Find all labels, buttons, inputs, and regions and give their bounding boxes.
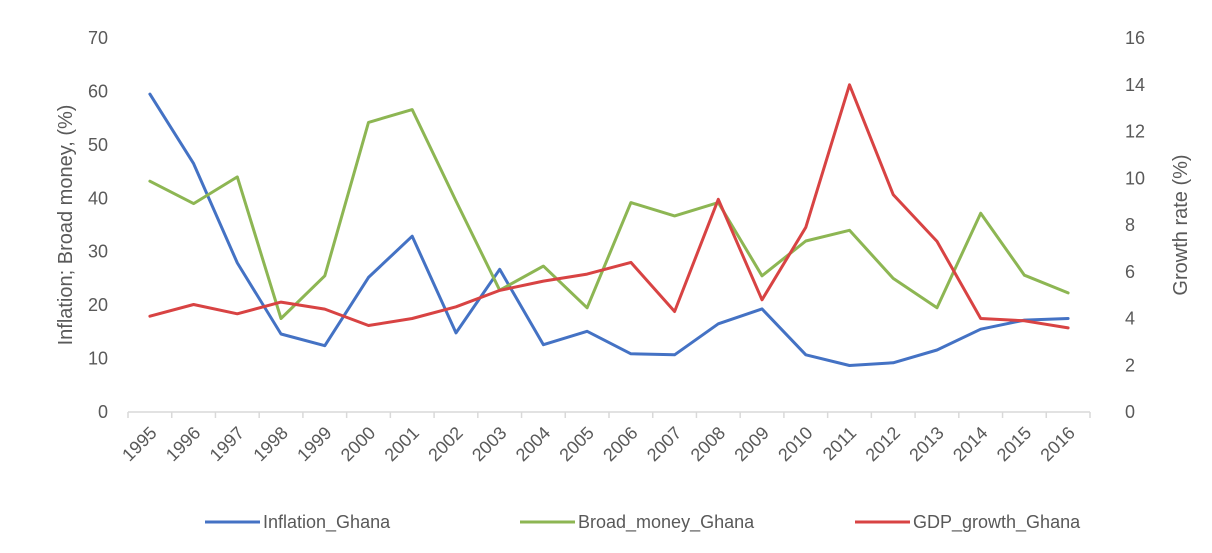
x-tick-label: 2007 xyxy=(643,423,685,465)
left-tick-label: 40 xyxy=(88,188,108,208)
right-axis-title: Growth rate (%) xyxy=(1170,154,1192,295)
x-tick-label: 2012 xyxy=(862,423,904,465)
left-tick-label: 0 xyxy=(98,402,108,422)
legend: Inflation_Ghana Broad_money_Ghana GDP_grow… xyxy=(205,512,1081,533)
x-tick-label: 2005 xyxy=(556,423,598,465)
x-tick-label: 2010 xyxy=(774,423,816,465)
x-tick-label: 2016 xyxy=(1037,423,1079,465)
left-tick-label: 30 xyxy=(88,242,108,262)
x-tick-label: 1996 xyxy=(162,423,204,465)
right-tick-label: 2 xyxy=(1125,355,1135,375)
x-tick-label: 2009 xyxy=(730,423,772,465)
right-tick-label: 10 xyxy=(1125,168,1145,188)
left-tick-label: 60 xyxy=(88,81,108,101)
x-tick-label: 1999 xyxy=(293,423,335,465)
x-tick-label: 2000 xyxy=(337,423,379,465)
left-tick-label: 20 xyxy=(88,295,108,315)
right-tick-label: 0 xyxy=(1125,402,1135,422)
x-tick-label: 2015 xyxy=(993,423,1035,465)
left-axis-title: Inflation; Broad money, (%) xyxy=(55,105,77,346)
legend-label: Broad_money_Ghana xyxy=(578,512,755,533)
right-axis-ticks: 0 2 4 6 8 10 12 14 16 xyxy=(1125,28,1145,422)
x-tick-label: 2006 xyxy=(599,423,641,465)
x-tick-label: 1998 xyxy=(249,423,291,465)
left-tick-label: 50 xyxy=(88,135,108,155)
x-tick-label: 2013 xyxy=(905,423,947,465)
x-tick-label: 2008 xyxy=(687,423,729,465)
x-tick-label: 2004 xyxy=(512,423,554,465)
right-tick-label: 16 xyxy=(1125,28,1145,48)
legend-label: GDP_growth_Ghana xyxy=(913,512,1081,533)
x-tick-label: 2014 xyxy=(949,423,991,465)
x-tick-label: 2011 xyxy=(819,423,861,465)
x-tick-label: 1995 xyxy=(118,423,160,465)
x-tick-label: 2003 xyxy=(468,423,510,465)
x-tick-label: 2001 xyxy=(381,423,423,465)
left-tick-label: 70 xyxy=(88,28,108,48)
left-axis-ticks: 0 10 20 30 40 50 60 70 xyxy=(88,28,108,422)
series-lines xyxy=(148,83,1070,367)
x-axis-ticks: 1995 1996 1997 1998 1999 2000 2001 2002 2003 2004… xyxy=(118,412,1091,465)
x-tick-label: 2002 xyxy=(424,423,466,465)
right-tick-label: 14 xyxy=(1125,75,1145,95)
right-tick-label: 6 xyxy=(1125,262,1135,282)
x-tick-label: 1997 xyxy=(206,423,248,465)
right-tick-label: 4 xyxy=(1125,309,1135,329)
right-tick-label: 8 xyxy=(1125,215,1135,235)
left-tick-label: 10 xyxy=(88,349,108,369)
legend-label: Inflation_Ghana xyxy=(263,512,391,533)
right-tick-label: 12 xyxy=(1125,122,1145,142)
series-line-gdp-growth-ghana xyxy=(148,83,1070,330)
series-line-inflation-ghana xyxy=(148,92,1070,367)
series-line-broad-money-ghana xyxy=(148,108,1070,320)
